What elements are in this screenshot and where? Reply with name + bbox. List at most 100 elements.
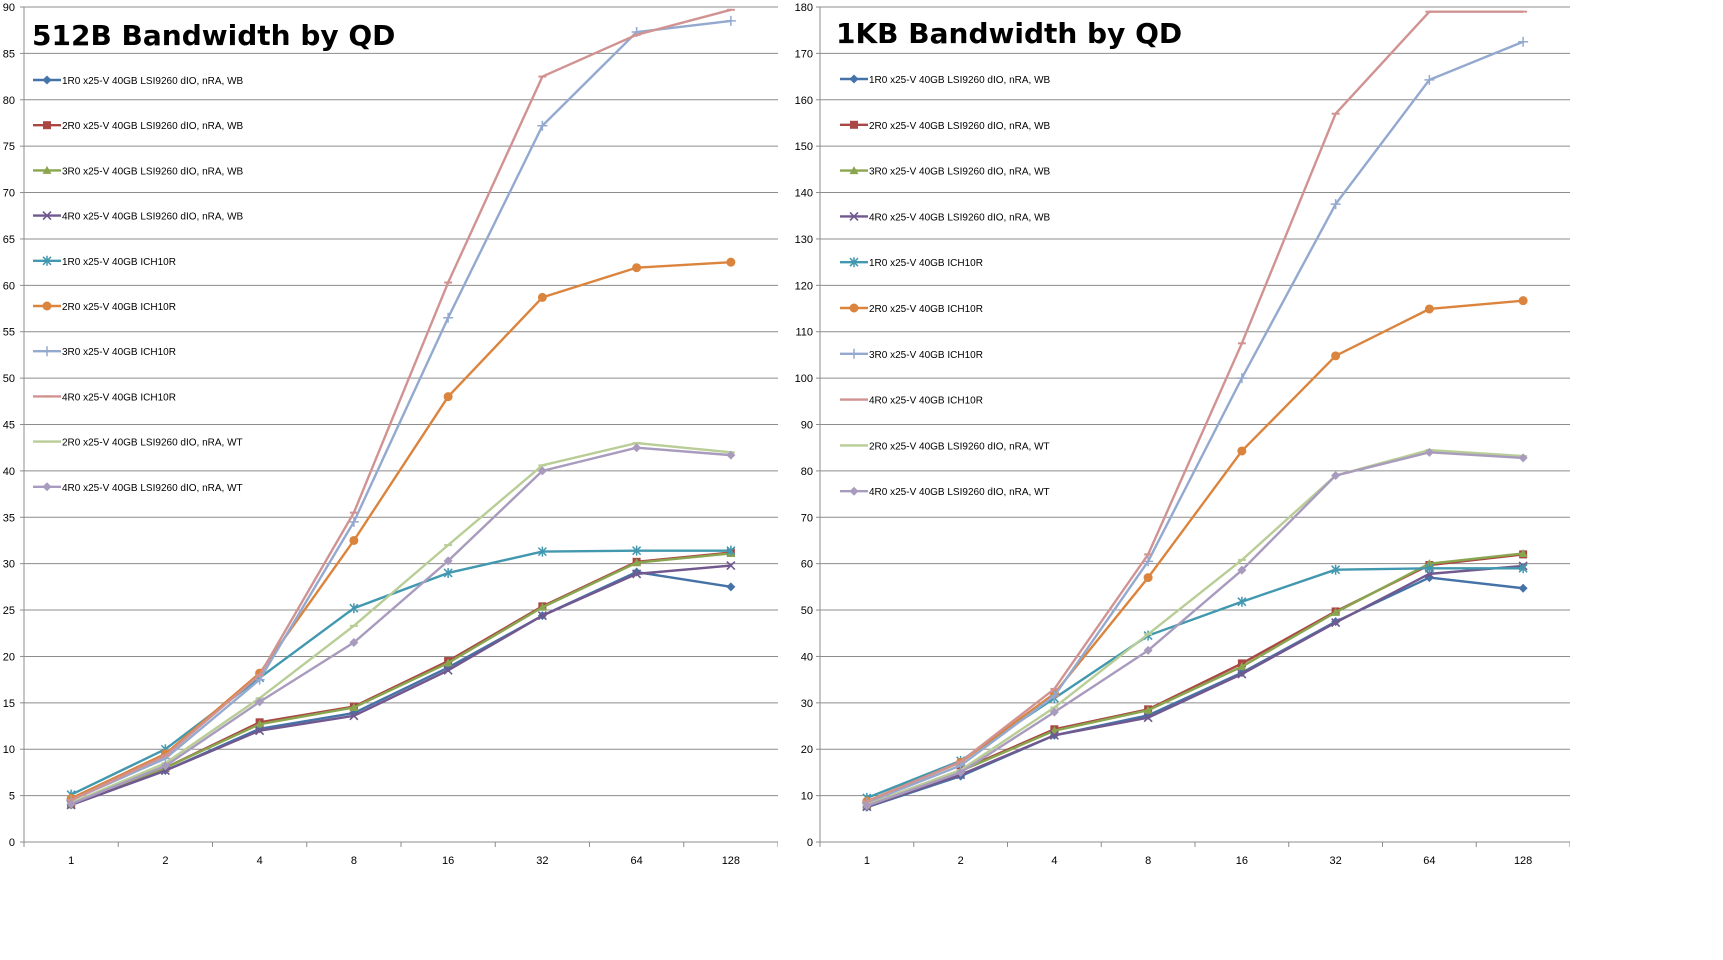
y-tick-label: 80 [3, 95, 15, 107]
y-tick-label: 10 [3, 744, 15, 756]
series-6 [862, 296, 1528, 806]
y-tick-label: 120 [795, 280, 813, 292]
legend-marker [849, 211, 859, 221]
data-point [443, 556, 453, 566]
series-7 [66, 15, 736, 806]
legend-item: 3R0 x25-V 40GB LSI9260 dIO, nRA, WB [33, 165, 244, 177]
y-tick-label: 25 [3, 605, 15, 617]
x-tick-label: 1 [864, 855, 870, 867]
data-point [537, 120, 548, 131]
data-point [443, 658, 453, 667]
x-tick-label: 4 [257, 855, 263, 867]
series-line [866, 299, 1524, 803]
data-point [1237, 596, 1247, 607]
data-point [726, 582, 736, 592]
series-line [866, 10, 1524, 803]
legend-item: 1R0 x25-V 40GB ICH10R [840, 257, 983, 269]
y-tick-label: 180 [795, 2, 813, 14]
legend-item: 4R0 x25-V 40GB LSI9260 dIO, nRA, WB [840, 211, 1051, 223]
series-line [70, 260, 731, 800]
series-9 [862, 448, 1528, 807]
data-point [1331, 471, 1341, 481]
chart-1kb: 0 10 20 30 40 50 60 70 80 90 100 110 120 130 140 150 160… [795, 2, 1571, 867]
data-point [1330, 199, 1341, 210]
data-point [1236, 373, 1247, 384]
data-point [255, 726, 265, 736]
data-point [956, 767, 966, 777]
y-tick-label: 70 [801, 512, 813, 524]
data-point [255, 697, 265, 707]
legend-marker [42, 165, 52, 174]
data-point [1143, 713, 1153, 723]
data-point [1331, 618, 1341, 628]
data-point [1049, 690, 1060, 701]
y-tick-label: 10 [801, 791, 813, 803]
legend-item: 3R0 x25-V 40GB LSI9260 dIO, nRA, WB [840, 166, 1051, 178]
data-point [1518, 548, 1528, 557]
y-tick-label: 30 [801, 698, 813, 710]
series-line [866, 564, 1524, 808]
data-point [726, 545, 736, 556]
legend-item: 3R0 x25-V 40GB ICH10R [33, 346, 176, 358]
legend-item: 4R0 x25-V 40GB ICH10R [840, 396, 983, 407]
y-tick-label: 65 [3, 234, 15, 246]
legend-marker [42, 75, 52, 85]
y-tick-label: 0 [9, 837, 15, 849]
y-tick-label: 160 [795, 95, 813, 107]
plot-area: 0 10 20 30 40 50 60 70 80 90 100 110 120 130 140 150 160… [795, 2, 1571, 867]
data-point [537, 292, 547, 302]
data-point [255, 719, 265, 728]
data-point [1518, 36, 1529, 47]
legend-item: 2R0 x25-V 40GB LSI9260 dIO, nRA, WT [840, 441, 1050, 452]
legend-item: 2R0 x25-V 40GB LSI9260 dIO, nRA, WT [33, 438, 243, 449]
chart-title: 1KB Bandwidth by QD [836, 17, 1182, 50]
x-tick-label: 64 [631, 855, 643, 867]
legend-item: 2R0 x25-V 40GB ICH10R [33, 301, 176, 313]
data-point [1237, 669, 1247, 679]
series-line [70, 8, 732, 802]
data-point [1518, 563, 1528, 574]
data-point [1237, 662, 1247, 671]
legend-item: 3R0 x25-V 40GB ICH10R [840, 348, 983, 361]
data-point [66, 799, 76, 809]
legend-label: 4R0 x25-V 40GB LSI9260 dIO, nRA, WT [62, 483, 243, 494]
legend-item: 1R0 x25-V 40GB LSI9260 dIO, nRA, WB [33, 75, 244, 87]
y-tick-label: 50 [801, 605, 813, 617]
data-point [1424, 447, 1434, 457]
chart-panel-1kb: 0 10 20 30 40 50 60 70 80 90 100 110 120 130 140 150 160… [780, 0, 1571, 875]
y-tick-label: 170 [795, 48, 813, 60]
data-point [348, 516, 359, 527]
legend-label: 3R0 x25-V 40GB LSI9260 dIO, nRA, WB [62, 166, 244, 177]
legend-marker [849, 486, 859, 496]
y-tick-label: 5 [9, 791, 15, 803]
y-tick-label: 80 [801, 466, 813, 478]
x-tick-label: 8 [1145, 855, 1151, 867]
legend-marker [850, 120, 858, 129]
series-line [70, 441, 731, 805]
data-point [1331, 564, 1341, 575]
legend-label: 3R0 x25-V 40GB ICH10R [62, 347, 176, 358]
series-line [70, 564, 731, 807]
data-point [349, 702, 359, 711]
legend-item: 4R0 x25-V 40GB LSI9260 dIO, nRA, WT [33, 482, 243, 494]
y-tick-label: 75 [3, 141, 15, 153]
data-point [537, 546, 547, 557]
x-tick-label: 16 [1236, 855, 1248, 867]
legend-label: 1R0 x25-V 40GB ICH10R [62, 257, 176, 268]
y-tick-label: 90 [801, 420, 813, 432]
data-point [1049, 730, 1059, 740]
data-point [1143, 556, 1154, 567]
legend-label: 2R0 x25-V 40GB LSI9260 dIO, nRA, WB [62, 121, 244, 132]
series-line [70, 570, 732, 807]
series-line [866, 40, 1524, 804]
x-tick-label: 4 [1051, 855, 1057, 867]
legend-label: 1R0 x25-V 40GB ICH10R [869, 258, 983, 269]
data-point [1237, 565, 1247, 575]
y-tick-label: 150 [795, 141, 813, 153]
legend-label: 2R0 x25-V 40GB LSI9260 dIO, nRA, WT [62, 438, 243, 449]
data-point [632, 569, 642, 579]
legend-label: 4R0 x25-V 40GB LSI9260 dIO, nRA, WB [869, 212, 1051, 223]
legend: 1R0 x25-V 40GB LSI9260 dIO, nRA, WB 2R0 x… [840, 74, 1051, 498]
data-point [1049, 707, 1059, 717]
y-tick-label: 45 [3, 420, 15, 432]
